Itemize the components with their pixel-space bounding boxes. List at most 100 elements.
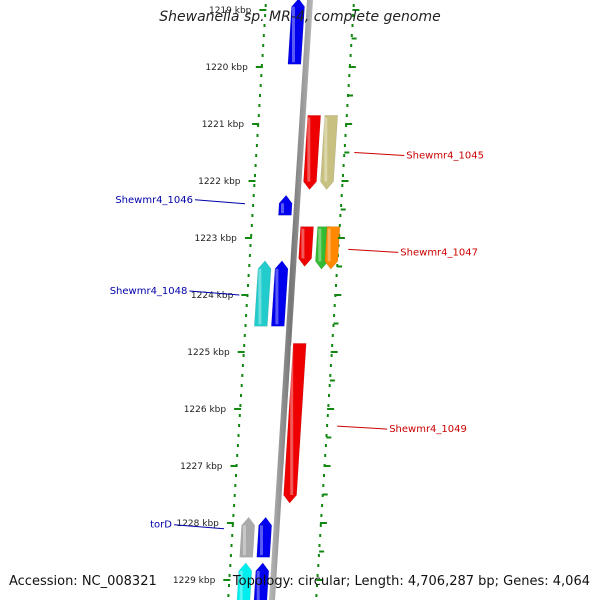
outer-ring-dot (328, 384, 331, 387)
inner-ring-dot (256, 134, 259, 137)
tick-label: 1219 kbp (209, 6, 252, 16)
outer-minor-tick (333, 322, 339, 325)
inner-ring-dot (260, 64, 263, 67)
inner-ring-dot (247, 274, 250, 277)
outer-tick (330, 351, 338, 353)
gene-arrow-highlight (318, 228, 322, 262)
inner-ring-dot (262, 44, 265, 47)
outer-ring-dot (326, 424, 329, 427)
outer-ring-dot (316, 584, 318, 587)
inner-ring-dot (244, 324, 247, 327)
outer-ring-dot (318, 544, 321, 547)
map-title: Shewanella sp. MR-4, complete genome (159, 9, 441, 25)
gene-arrow (283, 343, 307, 504)
inner-ring-dot (248, 264, 251, 267)
outer-ring-dot (344, 134, 347, 137)
inner-ring-dot (230, 544, 233, 547)
outer-ring-dot (350, 44, 353, 47)
accession-text: Accession: NC_008321 (9, 574, 157, 589)
gene-label: Shewmr4_1046 (115, 195, 193, 206)
outer-ring-dot (352, 4, 355, 7)
inner-ring-dot (262, 34, 265, 37)
tick-label: 1227 kbp (180, 462, 223, 472)
inner-ring-dot (247, 284, 249, 287)
inner-ring-dot (238, 414, 241, 417)
outer-ring-dot (317, 564, 320, 567)
gene-label-leader (348, 248, 399, 253)
gene-arrow (324, 226, 341, 270)
outer-tick (352, 9, 360, 11)
inner-ring-dot (235, 474, 237, 477)
outer-tick (316, 579, 324, 581)
outer-ring-dot (331, 344, 334, 347)
outer-ring-dot (324, 444, 327, 447)
inner-ring-dot (251, 214, 254, 217)
inner-ring-dot (255, 154, 258, 157)
outer-minor-tick (340, 208, 346, 211)
outer-ring-dot (330, 354, 333, 357)
outer-ring-dot (345, 114, 348, 117)
outer-ring-dot (335, 274, 338, 277)
inner-ring-dot (236, 454, 239, 457)
gene-arrow-highlight (290, 345, 294, 495)
gene-arrow-highlight (258, 268, 262, 325)
outer-tick (323, 465, 331, 467)
gene-arrow-highlight (327, 228, 331, 262)
inner-ring-dot (237, 434, 240, 437)
outer-ring-dot (352, 14, 355, 17)
outer-ring-dot (319, 534, 322, 537)
outer-ring-dot (340, 194, 343, 197)
gene-arrow (303, 115, 321, 190)
gene-label-leader (189, 290, 240, 296)
outer-ring-dot (338, 224, 341, 227)
outer-ring-dot (326, 414, 329, 417)
gene-arrow-highlight (324, 117, 328, 182)
inner-ring-dot (255, 144, 258, 147)
tick-label: 1223 kbp (194, 234, 237, 244)
outer-ring-dot (343, 154, 346, 157)
gene-label: Shewmr4_1047 (400, 247, 478, 258)
outer-minor-tick (322, 493, 328, 496)
gene-arrow (236, 562, 253, 600)
outer-ring-dot (351, 24, 354, 27)
inner-tick (230, 465, 238, 467)
outer-tick (345, 123, 353, 125)
outer-minor-tick (337, 265, 343, 268)
inner-ring-dot (243, 344, 246, 347)
inner-tick (248, 180, 256, 182)
inner-ring-dot (264, 4, 267, 7)
inner-ring-dot (233, 494, 236, 497)
outer-minor-tick (329, 379, 335, 382)
gene-label-leader (354, 152, 405, 156)
inner-ring-dot (228, 584, 230, 587)
inner-ring-dot (264, 14, 267, 17)
gene-arrow-highlight (307, 117, 311, 182)
inner-ring-dot (260, 74, 263, 77)
gene-arrow (298, 226, 314, 267)
inner-ring-dot (241, 374, 244, 377)
inner-ring-dot (254, 174, 256, 177)
gene-arrow (271, 260, 289, 327)
inner-tick (259, 9, 267, 11)
outer-ring-dot (342, 174, 344, 177)
inner-tick (223, 579, 231, 581)
outer-minor-tick (348, 94, 353, 97)
inner-ring-dot (245, 304, 248, 307)
gene-arrow (253, 562, 270, 600)
tick-label: 1226 kbp (184, 405, 227, 415)
outer-ring-dot (333, 314, 336, 317)
tick-label: 1229 kbp (173, 576, 216, 586)
inner-ring-dot (240, 394, 242, 397)
inner-ring-dot (250, 234, 253, 237)
inner-ring-dot (233, 504, 236, 507)
inner-ring-dot (261, 54, 264, 57)
inner-ring-dot (239, 404, 242, 407)
gene-arrow-highlight (260, 525, 263, 556)
gene-arrow (278, 194, 293, 216)
inner-ring-dot (245, 314, 248, 317)
outer-ring-dot (335, 284, 337, 287)
genome-backbone (269, 0, 313, 600)
outer-ring-dot (347, 84, 350, 87)
inner-tick (237, 351, 245, 353)
